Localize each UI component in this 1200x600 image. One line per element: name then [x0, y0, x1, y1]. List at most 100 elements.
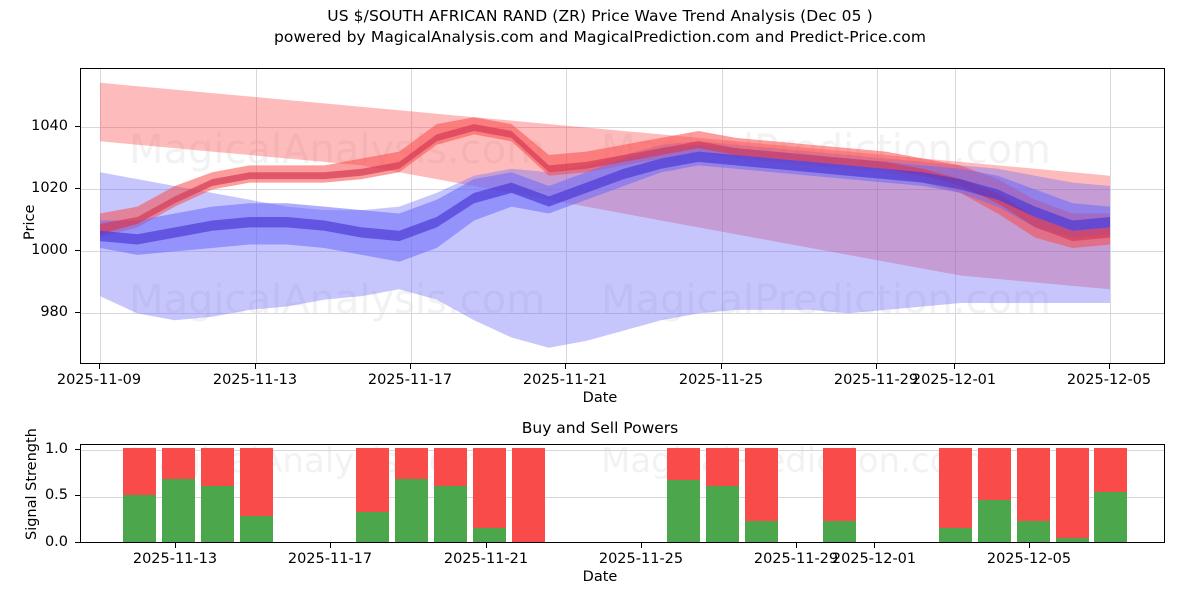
buy-power-segment: [239, 515, 273, 542]
signal-xaxis-label: Date: [582, 569, 618, 585]
signal-panel-title: Buy and Sell Powers: [521, 419, 679, 437]
signal-xtick-1: 2025-11-17: [287, 551, 373, 567]
signal-bar[interactable]: [161, 448, 195, 542]
buy-power-segment: [472, 527, 506, 542]
buy-power-segment: [705, 485, 739, 542]
sell-power-segment: [744, 448, 778, 522]
price-plot-area: MagicalAnalysis.com MagicalPrediction.co…: [80, 68, 1165, 364]
sell-power-segment: [472, 448, 506, 528]
signal-xtick-6: 2025-12-05: [986, 551, 1072, 567]
sell-power-segment: [511, 448, 545, 542]
tick-mark: [1029, 543, 1031, 548]
price-xtick-3: 2025-11-21: [522, 372, 608, 388]
tick-mark: [796, 543, 798, 548]
sell-power-segment: [1055, 448, 1089, 539]
price-xaxis-label: Date: [582, 390, 618, 406]
signal-bar[interactable]: [355, 448, 389, 542]
signal-bar[interactable]: [472, 448, 506, 542]
buy-power-segment: [744, 521, 778, 542]
buy-power-segment: [977, 499, 1011, 542]
page-title: US $/SOUTH AFRICAN RAND (ZR) Price Wave …: [327, 7, 873, 25]
signal-xtick-0: 2025-11-13: [132, 551, 218, 567]
sell-power-segment: [239, 448, 273, 516]
gridline: [955, 69, 956, 363]
buy-power-segment: [822, 521, 856, 542]
signal-ytick-1: 1.0: [44, 441, 68, 457]
sell-power-segment: [977, 448, 1011, 500]
price-xtick-2: 2025-11-17: [367, 372, 453, 388]
signal-ytick-05: 0.5: [44, 487, 68, 503]
price-xtick-5: 2025-11-29: [833, 372, 919, 388]
buy-power-segment: [200, 485, 234, 542]
buy-power-segment: [122, 495, 156, 542]
tick-mark: [1109, 364, 1111, 369]
price-ytick-1040: 1040: [31, 118, 68, 134]
signal-bar[interactable]: [1055, 448, 1089, 542]
signal-bar[interactable]: [666, 448, 700, 542]
buy-power-segment: [355, 511, 389, 542]
tick-mark: [641, 543, 643, 548]
signal-bar[interactable]: [200, 448, 234, 542]
price-ytick-1020: 1020: [31, 180, 68, 196]
buy-power-segment: [161, 479, 195, 542]
gridline: [81, 189, 1164, 190]
gridline: [81, 251, 1164, 252]
signal-power-panel: Buy and Sell Powers Signal Strength 1.0 …: [0, 405, 1200, 600]
page-subtitle: powered by MagicalAnalysis.com and Magic…: [273, 28, 927, 46]
buy-power-segment: [1093, 492, 1127, 542]
buy-power-segment: [433, 485, 467, 542]
tick-mark: [330, 543, 332, 548]
tick-mark: [565, 364, 567, 369]
sell-power-segment: [822, 448, 856, 522]
signal-bar[interactable]: [1093, 448, 1127, 542]
sell-power-segment: [122, 448, 156, 495]
signal-bar[interactable]: [822, 448, 856, 542]
buy-power-segment: [666, 479, 700, 542]
tick-mark: [75, 449, 80, 451]
gridline: [722, 69, 723, 363]
tick-mark: [75, 312, 80, 314]
sell-power-segment: [355, 448, 389, 512]
signal-bar[interactable]: [705, 448, 739, 542]
price-wave-bands: [100, 82, 1110, 348]
wave-band-bullish-core: [100, 151, 1110, 245]
tick-mark: [175, 543, 177, 548]
gridline: [877, 69, 878, 363]
sell-power-segment: [938, 448, 972, 528]
signal-plot-area: MagicalAnalysis.com MagicalPrediction.co…: [80, 444, 1165, 543]
buy-power-segment: [938, 527, 972, 542]
gridline: [1110, 69, 1111, 363]
wave-band-bullish-outer-band: [100, 141, 1110, 348]
tick-mark: [75, 542, 80, 544]
price-ytick-1000: 1000: [31, 242, 68, 258]
price-ytick-980: 980: [40, 304, 68, 320]
signal-bar[interactable]: [977, 448, 1011, 542]
price-xtick-4: 2025-11-25: [678, 372, 764, 388]
gridline: [81, 313, 1164, 314]
signal-ytick-0: 0.0: [44, 534, 68, 550]
sell-power-segment: [394, 448, 428, 480]
price-xtick-1: 2025-11-13: [212, 372, 298, 388]
sell-power-segment: [666, 448, 700, 480]
signal-bar[interactable]: [122, 448, 156, 542]
signal-bar[interactable]: [744, 448, 778, 542]
buy-power-segment: [1016, 521, 1050, 542]
signal-bar[interactable]: [938, 448, 972, 542]
chart-header: US $/SOUTH AFRICAN RAND (ZR) Price Wave …: [0, 6, 1200, 48]
sell-power-segment: [161, 448, 195, 480]
signal-bar[interactable]: [433, 448, 467, 542]
wave-band-bearish-inner-band: [100, 117, 1110, 248]
signal-bar[interactable]: [394, 448, 428, 542]
gridline: [81, 450, 1164, 451]
signal-bar[interactable]: [1016, 448, 1050, 542]
price-xtick-6: 2025-12-01: [911, 372, 997, 388]
signal-bar[interactable]: [511, 448, 545, 542]
tick-mark: [255, 364, 257, 369]
signal-xtick-4: 2025-11-29: [753, 551, 839, 567]
gridline: [81, 497, 1164, 498]
signal-bar[interactable]: [239, 448, 273, 542]
price-axis-label: Price: [22, 204, 38, 240]
sell-power-segment: [433, 448, 467, 486]
sell-power-segment: [1016, 448, 1050, 522]
signal-xtick-2: 2025-11-21: [443, 551, 529, 567]
